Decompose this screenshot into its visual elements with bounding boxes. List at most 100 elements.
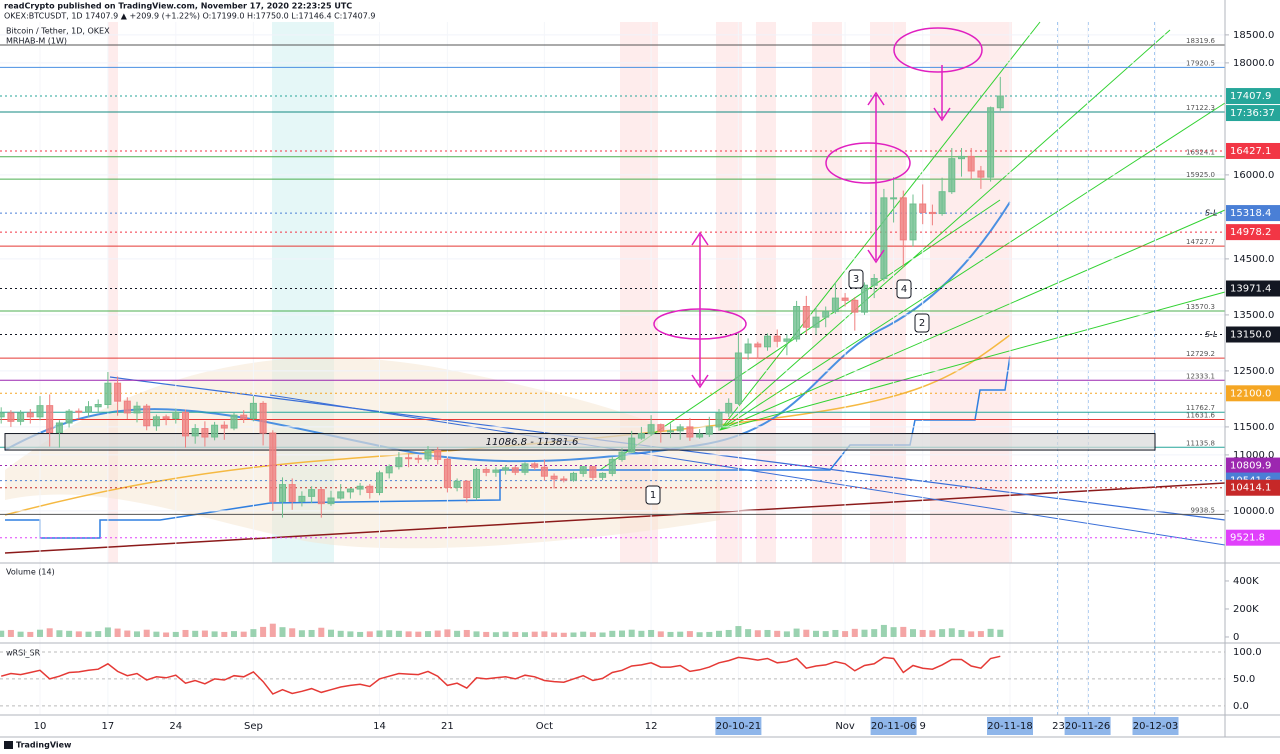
x-tick-label: 10 <box>34 721 47 732</box>
volume-tick-label: 400K <box>1233 576 1259 587</box>
y-tick-label: 10000.0 <box>1233 506 1274 517</box>
candle-body <box>269 432 277 502</box>
x-tick-label: 14 <box>373 721 386 732</box>
volume-bar <box>522 632 528 637</box>
volume-bar <box>279 627 286 637</box>
candle-body <box>531 463 539 468</box>
candle-body <box>240 414 248 420</box>
candle-body <box>977 170 985 178</box>
candle-body <box>599 472 607 478</box>
candle-body <box>298 495 306 502</box>
volume-bar <box>337 630 344 637</box>
x-tick-label: 12 <box>645 721 658 732</box>
volume-bar <box>716 630 722 637</box>
volume-bar <box>599 632 606 637</box>
volume-bar <box>415 631 422 637</box>
callout-label: 1 <box>650 490 656 501</box>
candle-body <box>395 457 403 468</box>
candle-body <box>540 466 548 477</box>
candle-body <box>65 410 73 424</box>
candle-body <box>890 197 898 200</box>
callout-label: 2 <box>919 318 925 329</box>
volume-bar <box>328 629 334 637</box>
candle-body <box>463 480 471 498</box>
volume-bar <box>104 627 111 637</box>
volume-bar <box>7 629 14 637</box>
level-label: 11762.7 <box>1186 404 1215 412</box>
price-badge-label: 13150.0 <box>1230 330 1271 341</box>
candle-body <box>628 437 636 453</box>
candle-body <box>0 412 5 418</box>
drawings <box>653 27 983 389</box>
volume-tick-label: 0 <box>1233 632 1239 643</box>
candle-body <box>608 458 616 474</box>
volume-bar <box>948 628 955 637</box>
callout <box>914 313 930 333</box>
candle-body <box>899 197 907 241</box>
candle-body <box>938 191 946 215</box>
level-label: 13570.3 <box>1186 303 1215 311</box>
candle-body <box>453 480 461 488</box>
level-label: 9938.5 <box>1191 506 1216 514</box>
hand-drawn-arrow <box>933 65 951 122</box>
footer: TradingView <box>16 741 72 750</box>
volume-bar <box>531 631 538 637</box>
countdown-badge <box>1226 105 1280 122</box>
volume-bar <box>793 628 800 637</box>
candle-body <box>773 335 781 342</box>
volume-bar <box>376 630 383 637</box>
candle-body <box>104 382 112 406</box>
candle-body <box>919 203 927 213</box>
volume-bar <box>492 632 499 637</box>
candle-body <box>26 412 34 418</box>
candle-body <box>793 306 801 340</box>
zone <box>4 433 1156 451</box>
volume-bar <box>483 631 490 637</box>
volume-bar <box>822 631 829 637</box>
volume-title: Volume (14) <box>6 568 55 577</box>
level-label: 17122.3 <box>1186 104 1215 112</box>
volume-bar <box>939 629 946 637</box>
candle-body <box>822 311 830 318</box>
callout <box>645 485 661 505</box>
candle-body <box>55 422 63 434</box>
volume-bar <box>308 629 315 637</box>
volume-bar <box>648 629 655 637</box>
price-badge-label: 14978.2 <box>1230 227 1271 238</box>
price-badge <box>1226 280 1280 297</box>
signal-band <box>108 22 118 563</box>
candle-body <box>948 158 956 193</box>
volume-bar <box>405 631 412 637</box>
candle-body <box>550 475 558 480</box>
fan-line <box>599 21 1226 471</box>
candle-body <box>172 411 180 420</box>
volume-bar <box>37 629 43 637</box>
volume-bar <box>347 631 354 637</box>
volume-bar <box>425 631 431 637</box>
candle-body <box>696 433 704 438</box>
x-tick-highlight <box>987 717 1033 735</box>
callout <box>848 269 864 289</box>
volume-bar <box>861 629 868 637</box>
candle-body <box>996 95 1004 109</box>
signal-band <box>756 22 776 563</box>
candle-body <box>744 343 752 354</box>
indicator-name: MRHAB-M (1W) <box>6 37 67 46</box>
x-tick-highlight <box>1132 717 1179 735</box>
candle-body <box>279 484 286 502</box>
candle-body <box>182 411 189 437</box>
hand-drawn-arrow <box>867 91 885 264</box>
x-tick-label: Oct <box>536 721 553 732</box>
x-tick-label: 20-11-18 <box>987 721 1032 732</box>
volume-bar <box>774 630 781 637</box>
price-badge-label: 9521.8 <box>1230 533 1265 544</box>
candle-body <box>861 284 868 313</box>
candle-body <box>579 466 587 474</box>
hand-drawn-circle <box>825 142 911 184</box>
candle-body <box>870 277 878 286</box>
candle-body <box>443 458 451 488</box>
level-label: 18319.6 <box>1186 37 1215 45</box>
candle-body <box>337 491 345 499</box>
volume-bar <box>764 629 771 637</box>
